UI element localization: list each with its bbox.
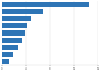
Bar — [2, 30, 25, 36]
Bar — [2, 9, 43, 14]
Bar — [2, 38, 22, 43]
Bar — [2, 23, 27, 28]
Bar — [2, 45, 18, 50]
Bar — [2, 2, 89, 7]
Bar — [2, 52, 13, 57]
Bar — [2, 16, 31, 21]
Bar — [2, 59, 9, 64]
